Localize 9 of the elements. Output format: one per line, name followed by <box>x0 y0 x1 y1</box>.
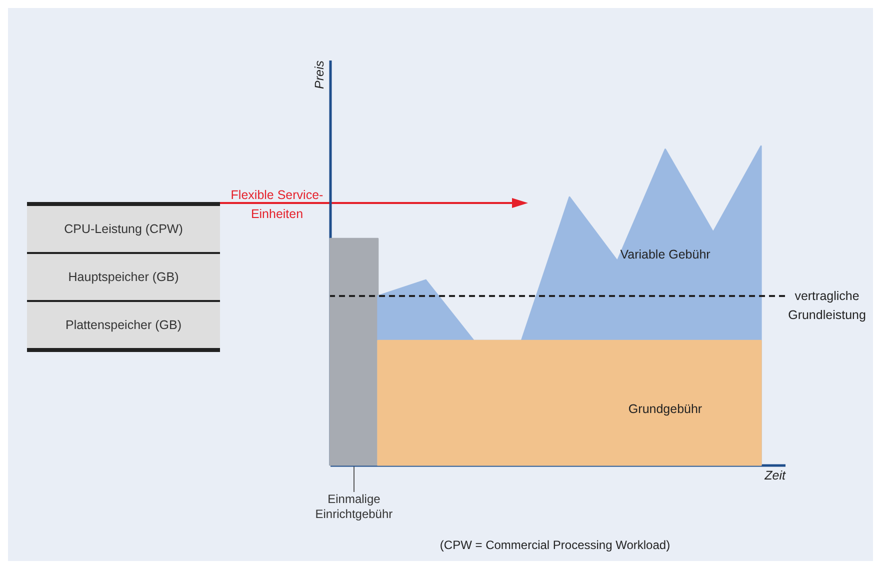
ref-line-label: vertragliche Grundleistung <box>788 288 866 322</box>
series-label: Variable Gebühr <box>620 248 710 262</box>
x-axis-title: Zeit <box>764 468 786 482</box>
y-axis-title: Preis <box>312 60 326 89</box>
text: Einmalige Einrichtgebühr <box>315 492 393 521</box>
text: Flexible Service-Einheiten <box>230 187 324 223</box>
text: (CPW = Commercial Processing Workload) <box>438 538 672 552</box>
stacked-boxes: CPU-Leistung (CPW) Hauptspeicher (GB) Plattenspeicher (GB) <box>27 202 220 352</box>
series-label: Grundgebühr <box>628 402 702 416</box>
